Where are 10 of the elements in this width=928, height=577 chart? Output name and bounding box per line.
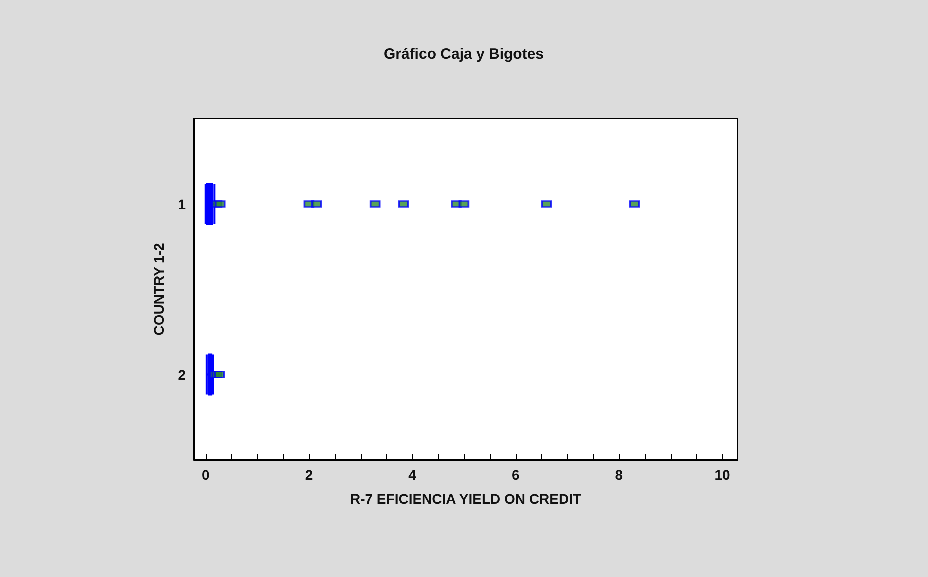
y-axis-title: COUNTRY 1-2 — [151, 243, 167, 336]
x-tick-label: 0 — [202, 467, 210, 483]
x-tick-label: 10 — [714, 467, 730, 483]
x-axis-title: R-7 EFICIENCIA YIELD ON CREDIT — [350, 491, 582, 507]
x-tick-label: 2 — [305, 467, 314, 483]
x-tick-label: 8 — [615, 467, 624, 483]
x-tick-label: 4 — [408, 467, 417, 483]
chart-title: Gráfico Caja y Bigotes — [384, 46, 544, 63]
y-tick-label: 1 — [178, 196, 186, 212]
x-tick-label: 6 — [512, 467, 520, 483]
